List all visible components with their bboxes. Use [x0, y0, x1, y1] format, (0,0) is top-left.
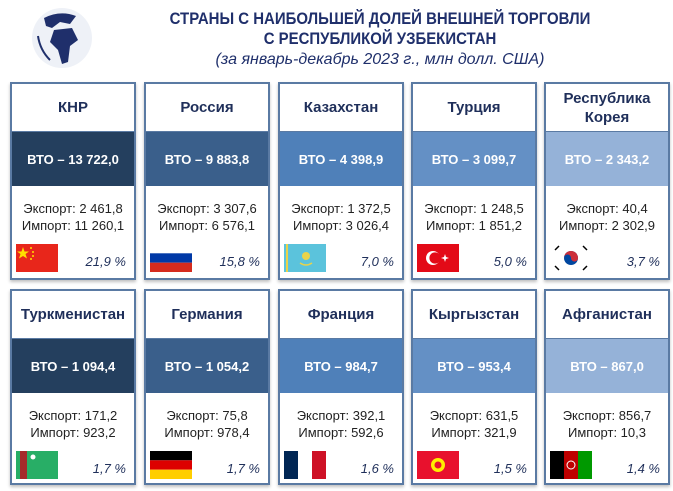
import-value: Импорт: 3 026,4: [292, 218, 390, 233]
trade-turnover: ВТО – 4 398,9: [280, 132, 402, 186]
import-value: Импорт: 321,9: [431, 425, 517, 440]
country-name: Казахстан: [280, 84, 402, 132]
export-value: Экспорт: 392,1: [296, 408, 386, 423]
country-card: Турция ВТО – 3 099,7 Экспорт: 1 248,5 Имп…: [411, 82, 537, 280]
export-value: Экспорт: 631,5: [429, 408, 519, 423]
country-card: Афганистан ВТО – 867,0 Экспорт: 856,7 Имп…: [544, 289, 670, 485]
country-name: Афганистан: [546, 291, 668, 339]
country-card: Кыргызстан ВТО – 953,4 Экспорт: 631,5 Имп…: [411, 289, 537, 485]
france-flag-icon: [284, 451, 326, 479]
russia-flag-icon: [150, 244, 192, 272]
trade-share: 1,5 %: [493, 461, 527, 476]
trade-turnover: ВТО – 9 883,8: [146, 132, 268, 186]
country-name: Германия: [146, 291, 268, 339]
trade-share: 5,0 %: [493, 254, 527, 269]
export-value: Экспорт: 1 248,5: [424, 201, 524, 216]
country-card: КНР ВТО – 13 722,0 Экспорт: 2 461,8 Импор…: [10, 82, 136, 280]
import-value: Импорт: 6 576,1: [158, 218, 256, 233]
trade-share: 1,4 %: [626, 461, 660, 476]
turkmenistan-flag-icon: [16, 451, 58, 479]
subtitle: (за январь-декабрь 2023 г., млн долл. СШ…: [215, 51, 545, 68]
import-value: Импорт: 978,4: [164, 425, 250, 440]
kyrgyzstan-flag-icon: [417, 451, 459, 479]
import-value: Импорт: 11 260,1: [21, 218, 125, 233]
trade-turnover: ВТО – 953,4: [413, 339, 535, 393]
import-value: Импорт: 923,2: [30, 425, 116, 440]
korea-flag-icon: [550, 244, 592, 272]
afghanistan-flag-icon: [550, 451, 592, 479]
export-value: Экспорт: 2 461,8: [23, 201, 123, 216]
trade-share: 3,7 %: [626, 254, 660, 269]
import-value: Импорт: 10,3: [568, 425, 646, 440]
germany-flag-icon: [150, 451, 192, 479]
export-value: Экспорт: 171,2: [28, 408, 118, 423]
trade-turnover: ВТО – 2 343,2: [546, 132, 668, 186]
trade-turnover: ВТО – 867,0: [546, 339, 668, 393]
kazakhstan-flag-icon: [284, 244, 326, 272]
country-card: Германия ВТО – 1 054,2 Экспорт: 75,8 Импо…: [144, 289, 270, 485]
trade-turnover: ВТО – 984,7: [280, 339, 402, 393]
country-name: Кыргызстан: [413, 291, 535, 339]
turkey-flag-icon: [417, 244, 459, 272]
export-value: Экспорт: 75,8: [166, 408, 248, 423]
title-line-2: С РЕСПУБЛИКОЙ УЗБЕКИСТАН: [263, 29, 497, 48]
export-value: Экспорт: 40,4: [566, 201, 648, 216]
export-value: Экспорт: 856,7: [562, 408, 652, 423]
trade-turnover: ВТО – 1 054,2: [146, 339, 268, 393]
trade-turnover: ВТО – 3 099,7: [413, 132, 535, 186]
import-value: Импорт: 2 302,9: [558, 218, 656, 233]
country-name: КНР: [12, 84, 134, 132]
title-line-1: СТРАНЫ С НАИБОЛЬШЕЙ ДОЛЕЙ ВНЕШНЕЙ ТОРГОВ…: [169, 9, 591, 28]
country-card: Франция ВТО – 984,7 Экспорт: 392,1 Импорт…: [278, 289, 404, 485]
china-flag-icon: [16, 244, 58, 272]
trade-share: 21,9 %: [85, 254, 126, 269]
country-card: Республика Корея ВТО – 2 343,2 Экспорт: …: [544, 82, 670, 280]
trade-share: 1,7 %: [92, 461, 126, 476]
country-name: Туркменистан: [12, 291, 134, 339]
export-value: Экспорт: 3 307,6: [157, 201, 257, 216]
globe-icon: [32, 8, 92, 68]
trade-share: 1,6 %: [360, 461, 394, 476]
country-name: Турция: [413, 84, 535, 132]
export-value: Экспорт: 1 372,5: [291, 201, 391, 216]
trade-share: 7,0 %: [360, 254, 394, 269]
import-value: Импорт: 1 851,2: [425, 218, 523, 233]
country-name: Франция: [280, 291, 402, 339]
country-card: Казахстан ВТО – 4 398,9 Экспорт: 1 372,5…: [278, 82, 404, 280]
trade-share: 1,7 %: [226, 461, 260, 476]
country-card: Туркменистан ВТО – 1 094,4 Экспорт: 171,…: [10, 289, 136, 485]
country-name: Республика Корея: [546, 84, 668, 132]
country-card: Россия ВТО – 9 883,8 Экспорт: 3 307,6 Имп…: [144, 82, 270, 280]
trade-turnover: ВТО – 1 094,4: [12, 339, 134, 393]
trade-turnover: ВТО – 13 722,0: [12, 132, 134, 186]
import-value: Импорт: 592,6: [298, 425, 384, 440]
country-name: Россия: [146, 84, 268, 132]
trade-share: 15,8 %: [219, 254, 260, 269]
